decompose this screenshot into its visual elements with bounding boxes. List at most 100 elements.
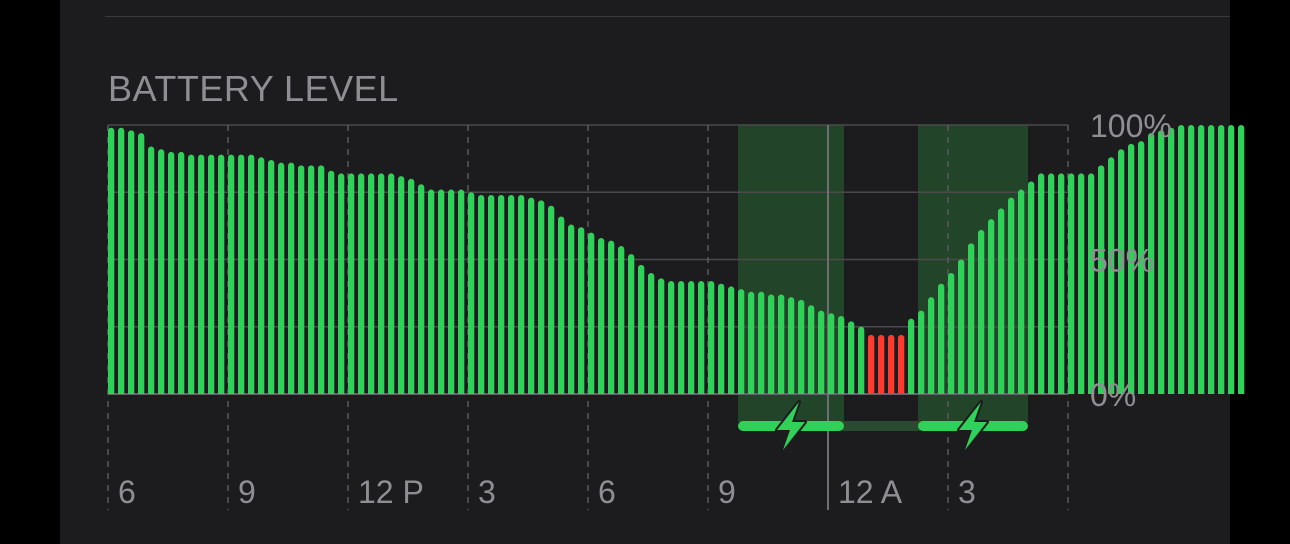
battery-bar: [1068, 173, 1075, 394]
battery-bar: [428, 189, 435, 394]
battery-bar: [848, 321, 855, 394]
battery-bar: [808, 305, 815, 394]
battery-bar: [128, 130, 135, 394]
x-axis-label: 3: [958, 474, 976, 510]
battery-bar: [218, 154, 225, 394]
x-axis-label: 6: [118, 474, 136, 510]
battery-bar: [1168, 127, 1175, 395]
battery-bar: [348, 173, 355, 394]
battery-bar: [798, 299, 805, 394]
battery-bar: [1188, 124, 1195, 394]
battery-bar: [358, 173, 365, 394]
battery-bar: [277, 162, 285, 394]
battery-bar: [208, 154, 215, 394]
battery-bar: [928, 297, 935, 394]
battery-bar: [118, 127, 125, 394]
battery-bar: [978, 229, 985, 394]
y-axis-labels: 100% 50% 0%: [1090, 108, 1172, 413]
battery-bar: [1218, 124, 1225, 394]
x-axis-label: 6: [598, 474, 616, 510]
battery-bar: [878, 334, 885, 394]
battery-bar: [538, 200, 545, 394]
battery-bar: [568, 224, 575, 394]
battery-bar: [528, 197, 535, 394]
battery-bar: [158, 149, 165, 394]
battery-bar: [198, 154, 205, 394]
y-axis-label: 100%: [1090, 108, 1172, 144]
battery-bar: [698, 281, 705, 394]
battery-bar: [1058, 173, 1065, 394]
y-axis-label: 50%: [1090, 243, 1154, 279]
battery-bars: [108, 124, 1245, 395]
battery-bar: [498, 194, 505, 394]
battery-bar: [378, 173, 385, 394]
battery-bar: [718, 283, 725, 394]
battery-bar: [1008, 197, 1015, 394]
x-axis-label: 9: [718, 474, 736, 510]
x-axis-label: 3: [478, 474, 496, 510]
battery-bar: [788, 297, 795, 394]
battery-bar: [238, 154, 245, 394]
battery-bar: [1208, 124, 1215, 394]
battery-bar: [388, 173, 395, 394]
battery-bar: [708, 281, 715, 394]
battery-bar: [418, 184, 425, 394]
battery-bar: [258, 157, 265, 394]
battery-bar: [618, 246, 625, 394]
battery-bar: [658, 278, 665, 394]
battery-bar: [228, 154, 235, 394]
battery-bar: [1108, 157, 1115, 394]
section-title: BATTERY LEVEL: [108, 68, 399, 109]
battery-bar: [1178, 124, 1185, 394]
battery-bar: [318, 165, 325, 394]
y-axis-label: 0%: [1090, 377, 1136, 413]
x-axis-label: 9: [238, 474, 256, 510]
battery-bar: [838, 315, 845, 394]
battery-bar: [1238, 124, 1245, 394]
battery-bar: [898, 334, 905, 394]
battery-bar: [768, 294, 775, 394]
battery-bar: [638, 264, 645, 394]
battery-bar: [888, 334, 895, 394]
battery-bar: [148, 146, 155, 394]
battery-bar: [1028, 181, 1035, 394]
battery-bar: [437, 189, 445, 394]
battery-bar: [678, 281, 685, 394]
battery-bar: [748, 291, 755, 394]
battery-bar: [988, 219, 995, 394]
battery-bar: [1158, 130, 1165, 394]
battery-bar: [728, 286, 735, 394]
battery-bar: [918, 310, 925, 394]
battery-bar: [688, 281, 695, 394]
x-axis-label: 12 P: [358, 474, 424, 510]
battery-bar: [1048, 173, 1055, 394]
battery-bar: [1128, 143, 1135, 394]
battery-bar: [758, 291, 765, 394]
x-axis-label: 12 A: [838, 474, 903, 510]
battery-bar: [368, 173, 375, 394]
battery-bar: [178, 151, 185, 394]
battery-bar: [778, 294, 785, 394]
battery-bar: [1088, 173, 1095, 394]
battery-bar: [1138, 141, 1145, 394]
battery-bar: [448, 189, 455, 394]
battery-bar: [288, 162, 295, 394]
battery-panel: [60, 0, 1230, 544]
battery-bar: [248, 154, 255, 394]
battery-bar: [938, 283, 945, 394]
charging-bolt-icon: [775, 400, 807, 452]
battery-bar: [338, 173, 345, 394]
battery-bar: [168, 151, 175, 394]
battery-bar: [268, 159, 275, 394]
battery-bar: [968, 243, 975, 394]
battery-bar: [488, 194, 495, 394]
battery-bar: [328, 170, 335, 394]
battery-bar: [558, 216, 565, 394]
battery-bar: [608, 240, 615, 394]
battery-bar: [738, 289, 745, 394]
battery-bar: [188, 154, 195, 394]
battery-bar: [138, 133, 145, 394]
battery-bar: [1198, 124, 1205, 394]
battery-bar: [398, 176, 405, 394]
